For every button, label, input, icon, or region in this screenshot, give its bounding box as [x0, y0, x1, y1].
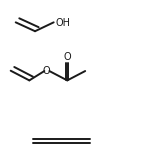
Text: O: O [43, 66, 50, 76]
Text: OH: OH [55, 18, 70, 28]
Text: O: O [63, 52, 71, 62]
